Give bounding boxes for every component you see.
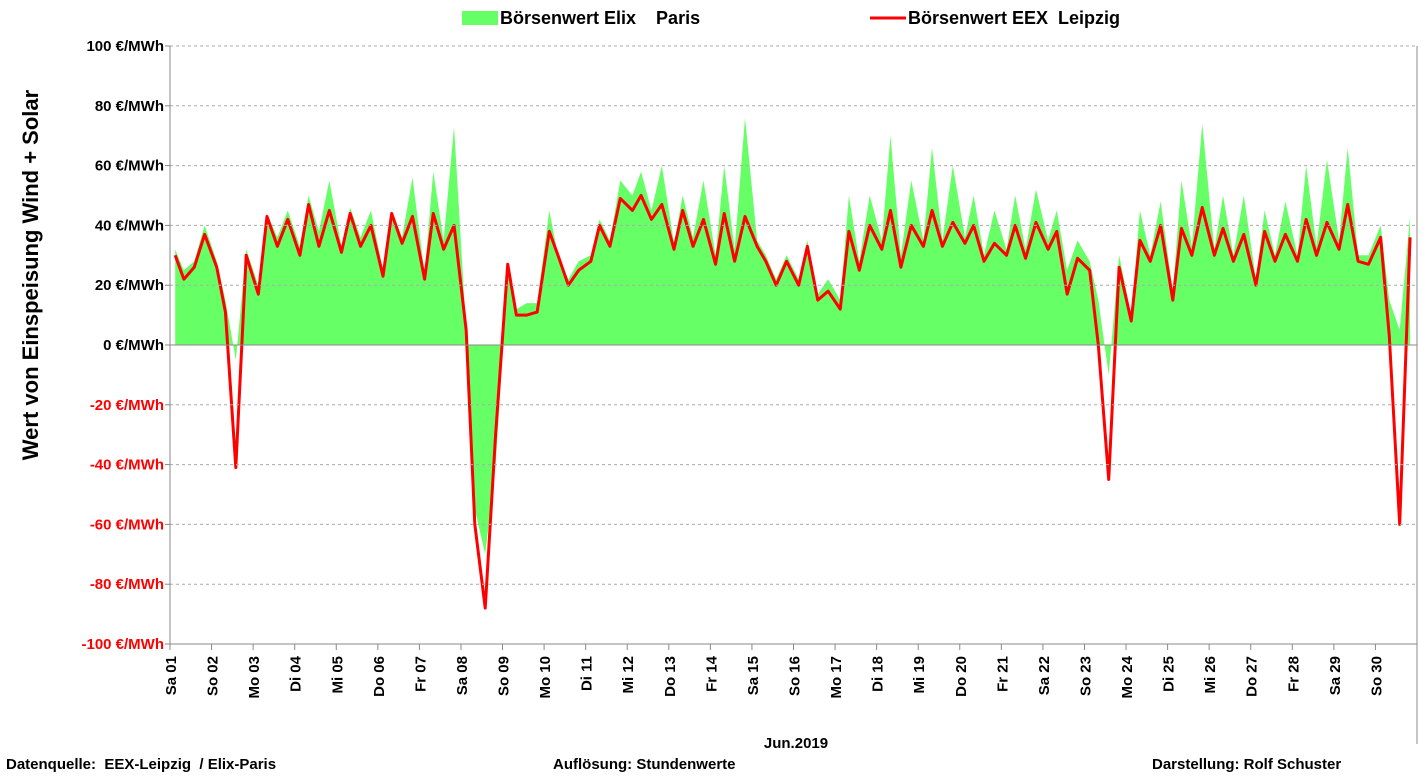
x-tick-label: Fr 28 bbox=[1285, 656, 1302, 692]
legend-swatch bbox=[462, 11, 498, 25]
y-tick-label: 60 €/MWh bbox=[95, 158, 164, 175]
x-tick-label: So 09 bbox=[496, 656, 513, 696]
y-tick-label: 0 €/MWh bbox=[103, 337, 164, 354]
x-tick-label: Fr 21 bbox=[994, 656, 1011, 692]
x-tick-label: Do 20 bbox=[953, 656, 970, 697]
x-tick-label: So 16 bbox=[787, 656, 804, 696]
area bbox=[175, 117, 1411, 555]
x-tick-label: Mo 10 bbox=[537, 656, 554, 699]
x-tick-label: Mi 19 bbox=[911, 656, 928, 694]
legend-label: Börsenwert EEX Leipzig bbox=[908, 8, 1120, 28]
y-tick-label: 20 €/MWh bbox=[95, 277, 164, 294]
footer-source: Datenquelle: EEX-Leipzig / Elix-Paris bbox=[6, 756, 276, 773]
x-tick-label: Di 04 bbox=[288, 655, 305, 692]
x-tick-label: So 02 bbox=[205, 656, 222, 696]
legend-label: Börsenwert Elix Paris bbox=[500, 8, 700, 28]
x-tick-label: Fr 14 bbox=[703, 655, 720, 692]
footer-author: Darstellung: Rolf Schuster bbox=[1152, 756, 1341, 773]
x-tick-label: Do 06 bbox=[371, 656, 388, 697]
x-tick-label: Sa 22 bbox=[1036, 656, 1053, 695]
y-axis-title: Wert von Einspeisung Wind + Solar bbox=[18, 89, 43, 460]
y-tick-label: -20 €/MWh bbox=[90, 397, 164, 414]
x-tick-label: So 30 bbox=[1368, 656, 1385, 696]
x-tick-label: Mi 12 bbox=[620, 656, 637, 694]
x-tick-label: Sa 08 bbox=[454, 656, 471, 695]
y-tick-label: 100 €/MWh bbox=[86, 38, 164, 55]
y-tick-label: -60 €/MWh bbox=[90, 516, 164, 533]
x-tick-label: Di 18 bbox=[870, 656, 887, 692]
x-tick-label: So 23 bbox=[1077, 656, 1094, 696]
x-tick-label: Sa 29 bbox=[1327, 656, 1344, 695]
y-tick-label: -40 €/MWh bbox=[90, 457, 164, 474]
x-tick-label: Sa 15 bbox=[745, 656, 762, 695]
y-tick-label: 80 €/MWh bbox=[95, 98, 164, 115]
x-tick-label: Fr 07 bbox=[412, 656, 429, 692]
x-tick-label: Mi 26 bbox=[1202, 656, 1219, 694]
x-tick-label: Do 13 bbox=[662, 656, 679, 697]
x-tick-label: Di 25 bbox=[1161, 656, 1178, 692]
x-axis-title: Jun.2019 bbox=[764, 735, 828, 752]
line bbox=[173, 194, 1412, 610]
x-tick-label: Di 11 bbox=[579, 656, 596, 691]
y-tick-label: -80 €/MWh bbox=[90, 576, 164, 593]
x-tick-label: Mo 17 bbox=[828, 656, 845, 699]
x-tick-label: Sa 01 bbox=[163, 656, 180, 695]
y-tick-label: 40 €/MWh bbox=[95, 217, 164, 234]
y-tick-label: -100 €/MWh bbox=[81, 636, 164, 653]
footer-resolution: Auflösung: Stundenwerte bbox=[553, 756, 736, 773]
x-tick-label: Mo 03 bbox=[246, 656, 263, 699]
x-tick-label: Do 27 bbox=[1244, 656, 1261, 697]
x-tick-label: Mi 05 bbox=[329, 656, 346, 694]
x-tick-label: Mo 24 bbox=[1119, 655, 1136, 698]
